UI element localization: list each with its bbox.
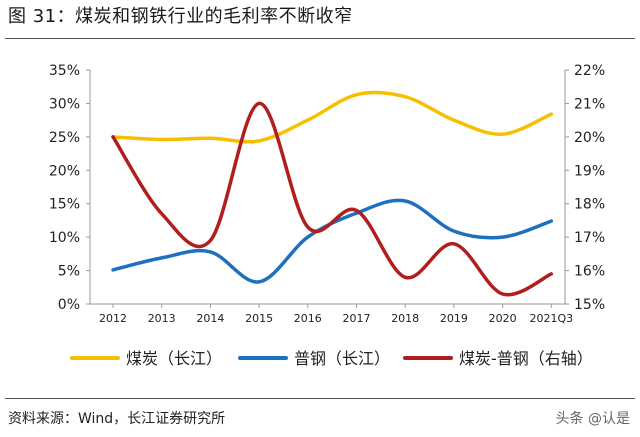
y-right-tick-label: 21% [574,96,605,112]
data-point [160,212,164,216]
y-right-tick-label: 18% [574,197,605,213]
legend-label: 煤炭-普钢（右轴） [459,349,593,368]
series-coal [111,90,554,144]
data-point [306,118,310,122]
y-left-tick-label: 20% [49,163,80,179]
legend-label: 普钢（长江） [294,349,390,368]
data-point [452,242,456,246]
data-point [550,272,554,276]
data-point [355,209,359,213]
series-layer [111,90,554,297]
data-point [550,219,554,223]
series-steel [111,198,554,284]
x-tick-label: 2019 [440,312,468,325]
axes-layer: 0% 5% 10% 15% 20% 25% 30% 35% 15% 16% 17% 18% 19% 20%… [49,63,605,325]
source-note: 资料来源：Wind，长江证券研究所 [8,411,226,427]
data-point [257,280,261,284]
watermark: 头条 @认是 [555,411,630,427]
y-right-tick-label: 15% [574,297,605,313]
legend-coal: 煤炭（长江） [70,349,222,368]
y-right-tick-label: 22% [574,63,605,79]
x-tick-label: 2020 [489,312,517,325]
y-left-tick-label: 5% [58,264,80,280]
data-point [403,95,407,99]
legend: 煤炭（长江） 普钢（长江） 煤炭-普钢（右轴） [70,349,593,368]
data-point [209,239,213,243]
data-point [550,112,554,116]
x-tick-label: 2021Q3 [529,312,573,325]
data-point [160,256,164,260]
data-point [306,235,310,239]
data-point [501,132,505,136]
y-right-tick-label: 20% [574,130,605,146]
data-point [452,118,456,122]
y-left-tick-label: 15% [49,197,80,213]
data-point [355,93,359,97]
title-divider [5,38,635,39]
y-left-tick-label: 10% [49,230,80,246]
line-chart: 0% 5% 10% 15% 20% 25% 30% 35% 15% 16% 17% 18% 19% 20%… [49,63,605,368]
data-point [403,199,407,203]
legend-steel: 普钢（长江） [238,349,390,368]
data-point [452,229,456,233]
data-point [111,135,115,139]
legend-label: 煤炭（长江） [126,349,222,368]
data-point [160,138,164,142]
x-tick-label: 2016 [294,312,322,325]
series-line [111,90,554,144]
y-right-tick-label: 19% [574,163,605,179]
chart-title: 图 31：煤炭和钢铁行业的毛利率不断收窄 [8,6,353,27]
x-tick-label: 2018 [391,312,419,325]
x-tick-label: 2012 [99,312,127,325]
data-point [209,136,213,140]
x-tick-label: 2013 [148,312,176,325]
data-point [501,235,505,239]
data-point [257,102,261,106]
y-left-tick-label: 0% [58,297,80,313]
data-point [403,275,407,279]
data-point [257,139,261,143]
y-right-tick-label: 16% [574,264,605,280]
y-left-tick-label: 25% [49,130,80,146]
data-point [209,250,213,254]
legend-spread: 煤炭-普钢（右轴） [403,349,593,368]
x-tick-label: 2014 [196,312,224,325]
footer-divider [5,398,635,399]
y-right-tick-label: 17% [574,230,605,246]
series-coal-minus-steel [111,101,554,297]
x-tick-label: 2015 [245,312,273,325]
y-left-tick-label: 30% [49,96,80,112]
series-line [111,101,554,297]
data-point [111,268,115,272]
x-tick-label: 2017 [343,312,371,325]
data-point [501,292,505,296]
y-left-tick-label: 35% [49,63,80,79]
data-point [306,225,310,229]
series-line [111,198,554,284]
